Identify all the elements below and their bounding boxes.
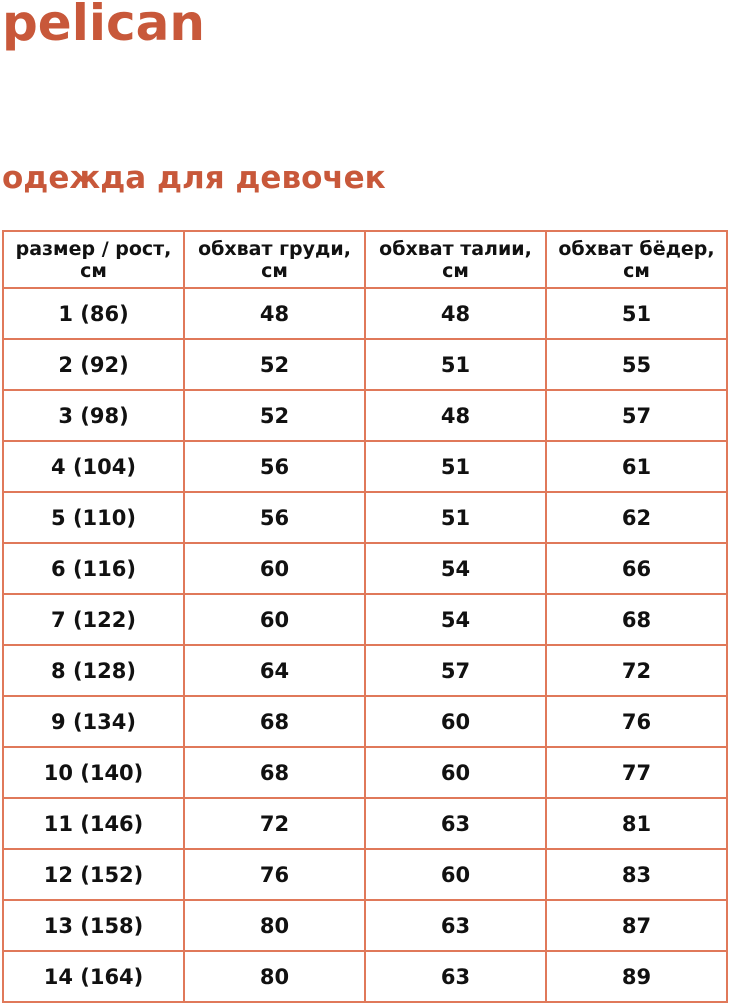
size-height-header: размер / рост, см — [2, 230, 185, 289]
hips-cell: 68 — [545, 593, 728, 646]
chest-cell: 76 — [183, 848, 366, 901]
waist-cell: 63 — [364, 950, 547, 1003]
hips-cell: 76 — [545, 695, 728, 748]
table-row: 6 (116) 60 54 66 — [2, 542, 728, 595]
hips-cell: 51 — [545, 287, 728, 340]
hips-cell: 57 — [545, 389, 728, 442]
waist-cell: 60 — [364, 695, 547, 748]
size-cell: 11 (146) — [2, 797, 185, 850]
chest-cell: 68 — [183, 746, 366, 799]
table-row: 12 (152) 76 60 83 — [2, 848, 728, 901]
hips-cell: 61 — [545, 440, 728, 493]
hips-cell: 89 — [545, 950, 728, 1003]
size-cell: 14 (164) — [2, 950, 185, 1003]
waist-cell: 57 — [364, 644, 547, 697]
table-row: 9 (134) 68 60 76 — [2, 695, 728, 748]
table-row: 13 (158) 80 63 87 — [2, 899, 728, 952]
chest-cell: 56 — [183, 491, 366, 544]
waist-cell: 60 — [364, 746, 547, 799]
chest-cell: 80 — [183, 950, 366, 1003]
waist-cell: 60 — [364, 848, 547, 901]
waist-cell: 63 — [364, 797, 547, 850]
hips-cell: 83 — [545, 848, 728, 901]
size-cell: 10 (140) — [2, 746, 185, 799]
table-row: 2 (92) 52 51 55 — [2, 338, 728, 391]
table-row: 5 (110) 56 51 62 — [2, 491, 728, 544]
table-row: 14 (164) 80 63 89 — [2, 950, 728, 1003]
table-header-row: размер / рост, см обхват груди, см обхват … — [2, 230, 728, 289]
table-row: 4 (104) 56 51 61 — [2, 440, 728, 493]
size-table: размер / рост, см обхват груди, см обхват … — [2, 230, 728, 1003]
size-cell: 5 (110) — [2, 491, 185, 544]
size-cell: 13 (158) — [2, 899, 185, 952]
hips-header: обхват бёдер, см — [545, 230, 728, 289]
hips-cell: 72 — [545, 644, 728, 697]
table-row: 11 (146) 72 63 81 — [2, 797, 728, 850]
waist-cell: 63 — [364, 899, 547, 952]
hips-cell: 77 — [545, 746, 728, 799]
table-row: 7 (122) 60 54 68 — [2, 593, 728, 646]
size-cell: 7 (122) — [2, 593, 185, 646]
waist-cell: 54 — [364, 542, 547, 595]
size-cell: 6 (116) — [2, 542, 185, 595]
hips-cell: 55 — [545, 338, 728, 391]
size-cell: 12 (152) — [2, 848, 185, 901]
pelican-logo: pelican — [2, 0, 205, 52]
waist-header: обхват талии, см — [364, 230, 547, 289]
hips-cell: 66 — [545, 542, 728, 595]
chest-cell: 72 — [183, 797, 366, 850]
size-cell: 2 (92) — [2, 338, 185, 391]
size-cell: 9 (134) — [2, 695, 185, 748]
chest-cell: 48 — [183, 287, 366, 340]
table-row: 3 (98) 52 48 57 — [2, 389, 728, 442]
waist-cell: 48 — [364, 287, 547, 340]
hips-cell: 62 — [545, 491, 728, 544]
size-cell: 1 (86) — [2, 287, 185, 340]
waist-cell: 48 — [364, 389, 547, 442]
size-cell: 3 (98) — [2, 389, 185, 442]
chest-header: обхват груди, см — [183, 230, 366, 289]
waist-cell: 51 — [364, 491, 547, 544]
waist-cell: 51 — [364, 338, 547, 391]
chest-cell: 52 — [183, 338, 366, 391]
chest-cell: 56 — [183, 440, 366, 493]
waist-cell: 54 — [364, 593, 547, 646]
chest-cell: 52 — [183, 389, 366, 442]
chest-cell: 60 — [183, 593, 366, 646]
waist-cell: 51 — [364, 440, 547, 493]
hips-cell: 87 — [545, 899, 728, 952]
table-row: 10 (140) 68 60 77 — [2, 746, 728, 799]
chest-cell: 80 — [183, 899, 366, 952]
size-cell: 4 (104) — [2, 440, 185, 493]
size-cell: 8 (128) — [2, 644, 185, 697]
chest-cell: 64 — [183, 644, 366, 697]
page-title: одежда для девочек — [2, 160, 386, 196]
hips-cell: 81 — [545, 797, 728, 850]
table-row: 8 (128) 64 57 72 — [2, 644, 728, 697]
chest-cell: 60 — [183, 542, 366, 595]
chest-cell: 68 — [183, 695, 366, 748]
table-row: 1 (86) 48 48 51 — [2, 287, 728, 340]
